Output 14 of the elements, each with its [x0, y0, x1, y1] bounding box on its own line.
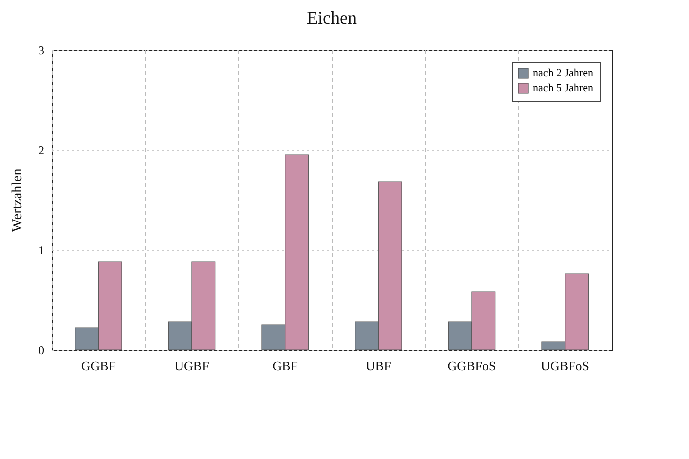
y-tick-label: 0: [38, 344, 44, 358]
y-tick-label: 1: [38, 244, 44, 258]
x-tick-label: GBF: [272, 358, 298, 374]
y-tick-label: 2: [38, 144, 44, 158]
x-tick-label: UBF: [366, 358, 392, 374]
x-tick-label: GGBF: [81, 358, 116, 374]
x-tick-label: GGBFoS: [448, 358, 496, 374]
x-tick-label: UGBF: [174, 358, 210, 374]
y-tick-label: 3: [38, 44, 44, 58]
y-axis-title: Wertzahlen: [10, 168, 26, 232]
chart-title: Eichen: [307, 8, 357, 28]
legend-label: nach 2 Jahren: [533, 68, 594, 80]
x-tick-label: UGBFoS: [541, 358, 590, 374]
legend-label: nach 5 Jahren: [533, 82, 594, 94]
